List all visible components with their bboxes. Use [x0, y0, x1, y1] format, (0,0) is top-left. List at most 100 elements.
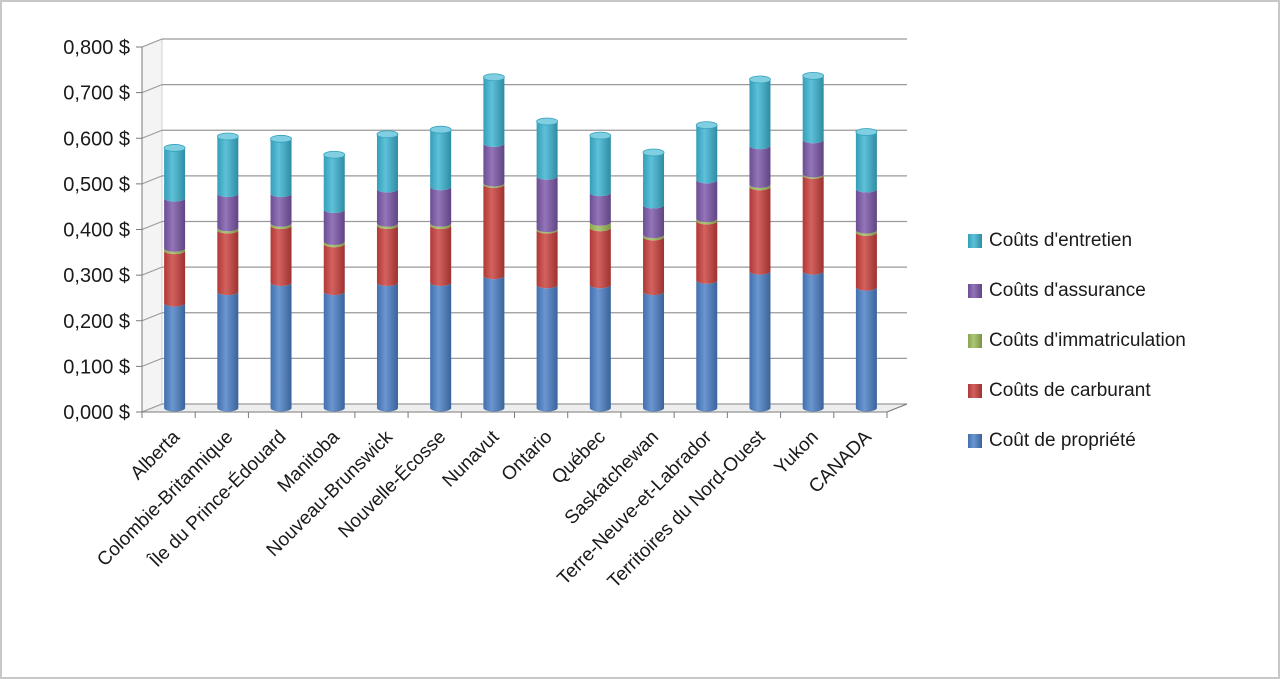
gridline-diag	[141, 175, 163, 185]
bar-segment	[589, 284, 611, 412]
bar-segment	[643, 152, 665, 209]
bar-segment	[164, 303, 186, 412]
bar-cap	[323, 150, 346, 159]
bar-cap	[749, 75, 771, 84]
bar-cap	[802, 71, 825, 80]
bar-segment	[802, 75, 824, 144]
bar-segment	[430, 282, 452, 412]
bar-segment	[483, 184, 505, 280]
bar-segment	[749, 145, 771, 188]
y-tick-label: 0,500 $	[63, 174, 130, 196]
gridline-diag	[141, 129, 163, 139]
y-tick-label: 0,200 $	[63, 311, 130, 333]
bar-segment	[217, 230, 239, 296]
bar-segment	[376, 189, 398, 227]
bar-segment	[323, 243, 345, 296]
bar-segment	[749, 186, 771, 275]
bar-segment	[376, 225, 398, 287]
bar-segment	[376, 134, 398, 193]
bar-segment	[643, 236, 665, 296]
bar-segment	[164, 147, 186, 202]
bar-segment	[643, 234, 665, 241]
y-tick-label: 0,700 $	[63, 83, 130, 105]
bar-segment	[855, 230, 877, 236]
bar-cap	[163, 144, 186, 152]
bar-cap	[376, 130, 399, 139]
bar-segment	[536, 176, 558, 233]
legend-swatch	[968, 434, 982, 448]
bar-segment	[855, 131, 877, 193]
bar-segment	[483, 143, 505, 187]
bar-segment	[483, 275, 505, 412]
bar-segment	[430, 129, 452, 191]
gridline-diag	[141, 84, 163, 94]
bar-segment	[589, 192, 611, 226]
bar-cap	[536, 117, 559, 126]
bar-segment	[430, 225, 452, 287]
x-axis-end	[886, 403, 908, 413]
y-tick-label: 0,100 $	[63, 356, 130, 378]
bar-cap	[216, 132, 239, 141]
bar-segment	[323, 209, 345, 245]
bar-segment	[696, 220, 718, 284]
legend-swatch	[968, 334, 982, 348]
bar-cap	[482, 73, 505, 82]
bar-segment	[270, 282, 292, 412]
bar-segment	[749, 184, 771, 191]
bar-segment	[164, 248, 186, 255]
bar-segment	[696, 218, 718, 225]
bar-segment	[323, 291, 345, 412]
y-tick-label: 0,600 $	[63, 128, 130, 150]
bar-segment	[643, 291, 665, 412]
bar-segment	[323, 154, 345, 214]
y-tick-label: 0,800 $	[63, 37, 130, 59]
legend-label: Coûts de carburant	[989, 380, 1151, 401]
bar-segment	[536, 228, 558, 234]
gridline-diag	[141, 357, 163, 367]
bar-cap	[642, 148, 665, 157]
gridline-diag	[141, 38, 163, 48]
bar-segment	[217, 193, 239, 232]
x-tick-label: Yukon	[771, 427, 823, 479]
gridline-diag	[141, 220, 163, 231]
floor	[141, 403, 908, 413]
bar-segment	[483, 77, 505, 147]
bar-segment	[536, 121, 558, 180]
legend-swatch	[968, 284, 982, 298]
bar-segment	[749, 79, 771, 150]
bar-segment	[270, 225, 292, 287]
gridline-diag	[141, 403, 163, 413]
bar-segment	[270, 193, 292, 227]
bar-segment	[802, 139, 824, 178]
bar-segment	[802, 173, 824, 179]
bar-segment	[802, 175, 824, 275]
bar-segment	[483, 183, 505, 188]
bar-cap	[270, 134, 292, 143]
bar-segment	[802, 271, 824, 412]
bar-cap	[589, 131, 612, 140]
bar-segment	[164, 198, 186, 252]
bar-segment	[536, 230, 558, 289]
x-tick-label: Saskatchewan	[561, 427, 663, 529]
bar-segment	[217, 291, 239, 412]
x-tick-label: Ontario	[498, 427, 557, 486]
legend-label: Coût de propriété	[989, 430, 1136, 451]
bar-cap	[855, 128, 878, 136]
bar-segment	[696, 280, 718, 412]
legend-label: Coûts d'immatriculation	[989, 330, 1186, 351]
bar-segment	[855, 287, 877, 412]
bar-segment	[536, 284, 558, 412]
bar-segment	[749, 271, 771, 412]
bar-segment	[217, 227, 239, 234]
bar-segment	[696, 179, 718, 223]
gridline-diag	[141, 312, 163, 322]
y-tick-label: 0,000 $	[63, 402, 130, 424]
gridline-diag	[141, 266, 163, 276]
bar-segment	[217, 136, 239, 198]
bar-cap	[429, 125, 452, 134]
bar-segment	[589, 227, 611, 289]
legend-swatch	[968, 234, 982, 248]
bar-segment	[376, 282, 398, 412]
bar-segment	[164, 250, 186, 307]
